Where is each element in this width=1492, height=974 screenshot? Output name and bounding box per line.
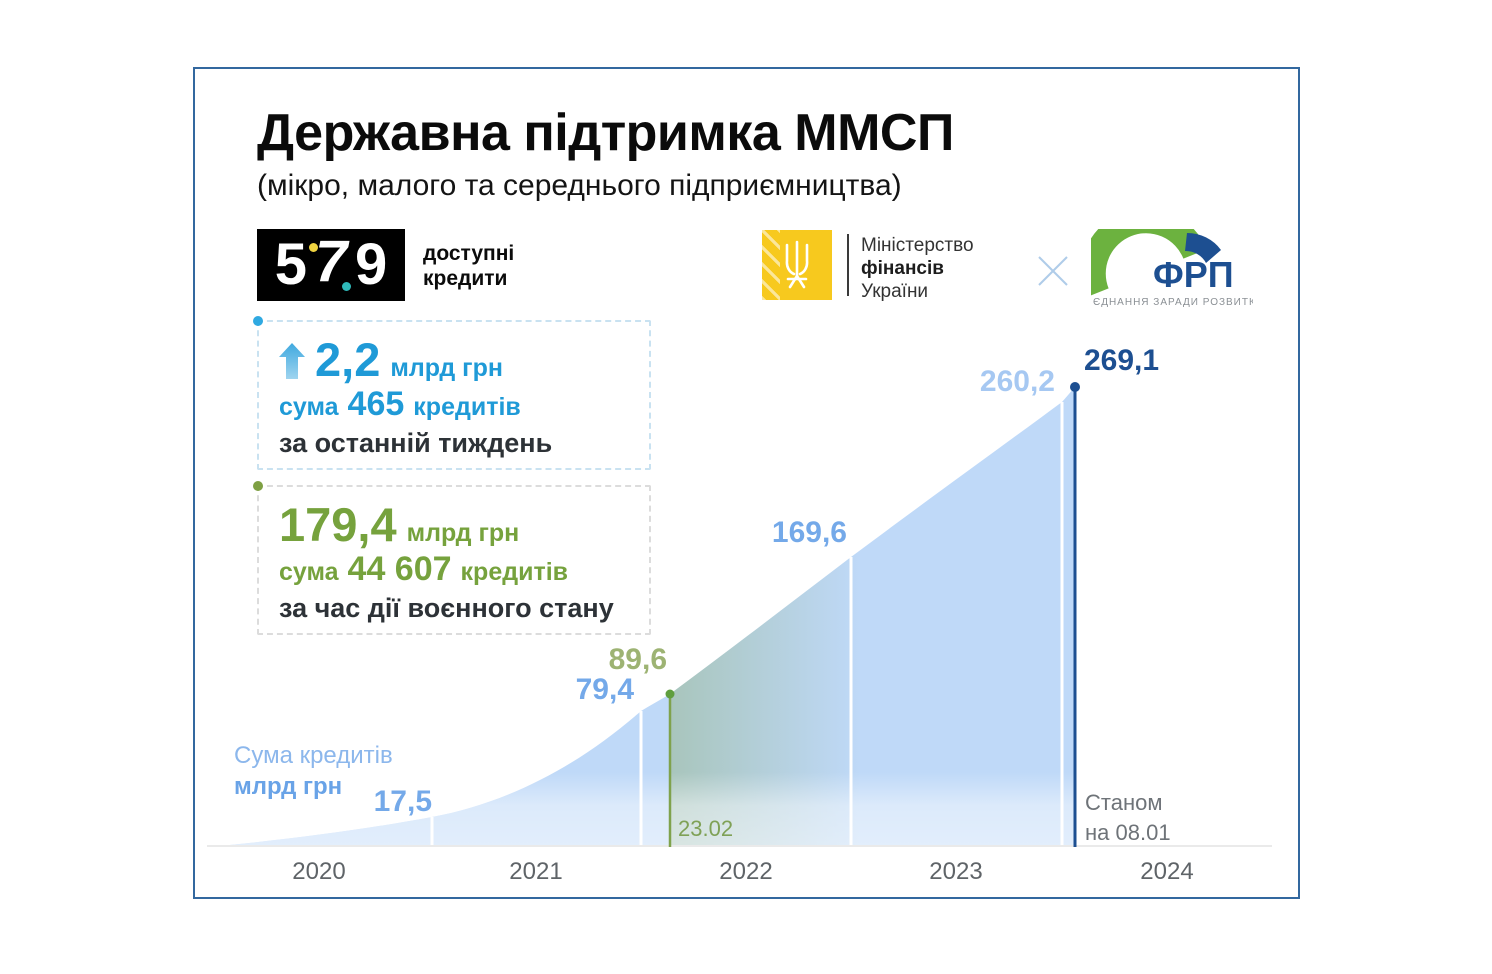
x-tick-2020: 2020 <box>292 858 346 885</box>
wartime-count-prefix: сума <box>279 558 339 586</box>
data-label-260-2: 260,2 <box>979 365 1055 398</box>
wartime-period: за час дії воєнного стану <box>279 593 614 623</box>
trident-icon <box>785 240 809 289</box>
weekly-amount: 2,2 <box>315 333 381 386</box>
wartime-unit: млрд грн <box>406 519 520 547</box>
x-tick-2024: 2024 <box>1140 858 1194 885</box>
infographic-card: Державна підтримка ММСП (мікро, малого т… <box>193 67 1300 899</box>
war-start-dot <box>665 689 675 699</box>
data-label-269-1: 269,1 <box>1084 344 1160 377</box>
data-label-169-6: 169,6 <box>771 516 847 549</box>
x-tick-2021: 2021 <box>509 858 563 885</box>
weekly-period: за останній тиждень <box>279 428 553 458</box>
page-title: Державна підтримка ММСП <box>257 104 954 162</box>
war-period-tint <box>670 387 860 847</box>
green-corner-dot-icon <box>253 481 263 491</box>
data-label-89-6: 89,6 <box>608 643 667 676</box>
x-tick-2023: 2023 <box>929 858 983 885</box>
minfin-logo <box>762 230 832 300</box>
wartime-count: 44 607 <box>347 550 452 588</box>
data-label-79-4: 79,4 <box>575 673 634 706</box>
program-579-badge: 5 7 9 <box>257 229 405 301</box>
wartime-count-suffix: кредитів <box>460 558 569 586</box>
area-plot <box>207 382 1272 847</box>
teal-dot-icon <box>342 282 351 291</box>
frp-arch-icon <box>1091 229 1207 296</box>
weekly-count-prefix: сума <box>279 393 339 421</box>
frp-wedge-icon <box>1185 232 1221 263</box>
frp-tagline: ЄДНАННЯ ЗАРАДИ РОЗВИТКУ <box>1093 297 1253 308</box>
data-label-17-5: 17,5 <box>373 785 432 818</box>
blue-corner-dot-icon <box>253 316 263 326</box>
increase-arrow-icon <box>279 343 305 379</box>
frp-logo: ФРП ЄДНАННЯ ЗАРАДИ РОЗВИТКУ <box>1091 229 1253 308</box>
weekly-count-suffix: кредитів <box>413 393 521 421</box>
badge-percent-seven-icon: 7 <box>309 233 353 295</box>
weekly-unit: млрд грн <box>390 354 503 382</box>
page-subtitle: (мікро, малого та середнього підприємниц… <box>257 169 902 202</box>
yellow-dot-icon <box>309 243 318 252</box>
stat-card-weekly: 2,2 млрд грн сума 465 кредитів за останн… <box>253 316 651 470</box>
badge-label: доступні кредити <box>423 242 515 291</box>
asof-label: Станом на 08.01 <box>1085 790 1171 845</box>
x-tick-2022: 2022 <box>719 858 773 885</box>
loans-area-chart: Сума кредитів млрд грн 17,5 79,4 89,6 16… <box>207 342 1272 902</box>
frp-name: ФРП <box>1153 254 1234 295</box>
weekly-count: 465 <box>347 385 405 423</box>
y-axis-label: Сума кредитів млрд грн <box>234 742 393 801</box>
badge-digit-9: 9 <box>355 232 388 297</box>
minfin-divider <box>847 234 849 296</box>
wartime-amount: 179,4 <box>279 498 397 551</box>
stat-card-wartime: 179,4 млрд грн сума 44 607 кредитів за ч… <box>253 481 651 635</box>
collab-x-icon <box>1038 256 1068 286</box>
minfin-name: Міністерство фінансів України <box>861 235 974 303</box>
war-date-label: 23.02 <box>678 816 734 841</box>
asof-dot <box>1070 382 1080 392</box>
badge-digit-5: 5 <box>274 232 307 297</box>
